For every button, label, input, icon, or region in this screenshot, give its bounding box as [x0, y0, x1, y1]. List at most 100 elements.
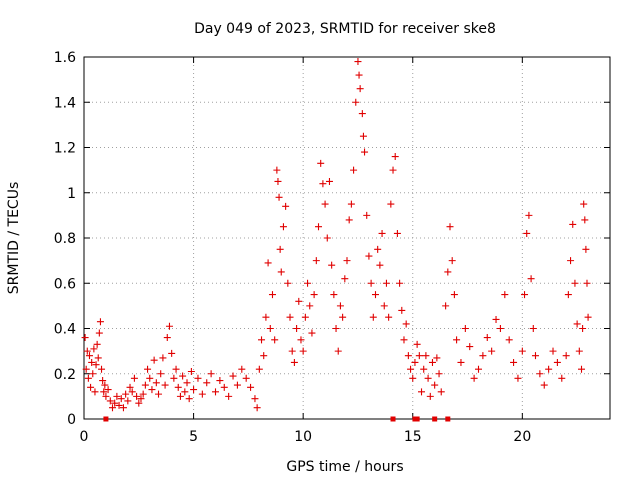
data-point [330, 291, 338, 299]
data-point [276, 245, 284, 253]
data-point [194, 374, 202, 382]
data-point [274, 177, 282, 185]
data-point [128, 388, 136, 396]
data-point [157, 370, 165, 378]
data-point [310, 291, 318, 299]
data-point [115, 401, 123, 409]
data-point [404, 352, 412, 360]
data-point [369, 313, 377, 321]
data-point [155, 390, 163, 398]
data-point [339, 313, 347, 321]
data-point [306, 302, 314, 310]
data-point [81, 334, 89, 342]
data-point [475, 365, 482, 373]
data-point [448, 257, 456, 265]
data-point [341, 275, 349, 283]
data-point [359, 132, 367, 140]
data-point [453, 336, 461, 344]
data-point [317, 159, 325, 167]
data-point [165, 322, 173, 330]
data-point [100, 388, 108, 396]
data-point [315, 223, 323, 231]
data-point [582, 245, 590, 253]
y-tick-label: 1.2 [54, 141, 76, 157]
data-point [496, 325, 504, 332]
y-tick-label: 1.6 [54, 50, 76, 66]
data-point [514, 374, 522, 382]
data-point [304, 279, 312, 287]
data-point [216, 377, 224, 385]
data-point [95, 329, 103, 337]
data-point [290, 358, 298, 366]
data-point [174, 383, 182, 391]
data-point [312, 257, 320, 265]
data-point [148, 386, 156, 394]
data-point [271, 336, 279, 344]
grid [84, 57, 610, 419]
data-point [133, 392, 141, 400]
data-point [527, 275, 535, 283]
data-point [207, 370, 215, 378]
data-point [479, 352, 487, 360]
data-point [428, 358, 436, 366]
data-point [433, 354, 441, 362]
data-point [387, 200, 395, 208]
data-point [575, 347, 583, 355]
data-point [104, 386, 112, 394]
data-point [286, 313, 294, 321]
data-point [523, 229, 531, 237]
data-point [365, 252, 373, 260]
x-tick-label: 15 [404, 429, 422, 445]
data-point [161, 381, 169, 389]
data-point [101, 381, 109, 389]
data-point [124, 397, 132, 405]
y-tick-label: 1 [67, 186, 76, 202]
data-point [363, 211, 371, 219]
data-point [385, 313, 393, 321]
data-point [549, 347, 557, 355]
data-point [135, 399, 143, 407]
data-point [168, 349, 176, 357]
data-point [323, 234, 331, 242]
data-point [102, 392, 110, 400]
data-point [88, 358, 96, 366]
data-point [247, 383, 255, 391]
data-point [579, 325, 587, 332]
data-point [437, 388, 445, 396]
data-point [350, 166, 358, 174]
data-point [564, 291, 572, 299]
data-point [361, 148, 369, 156]
data-point [297, 336, 305, 344]
zero-marker [390, 416, 396, 422]
data-point [562, 352, 570, 360]
data-point [96, 318, 104, 326]
data-point [413, 340, 421, 348]
data-point [354, 58, 362, 66]
data-point [418, 388, 426, 396]
data-point [380, 302, 388, 310]
data-point [262, 313, 270, 321]
data-point [356, 85, 364, 93]
chart-title: Day 049 of 2023, SRMTID for receiver ske… [194, 21, 496, 37]
data-point [94, 354, 102, 362]
y-tick-label: 0.8 [54, 231, 76, 247]
data-point [483, 334, 491, 342]
y-axis-label: SRMTID / TECUs [6, 182, 22, 295]
data-point [225, 392, 233, 400]
data-point [293, 325, 301, 332]
data-point [402, 320, 410, 328]
data-point [268, 291, 276, 299]
y-tick-label: 1.4 [54, 95, 76, 111]
data-point [98, 365, 106, 373]
data-point [212, 388, 219, 396]
x-tick-label: 0 [80, 429, 89, 445]
plot-frame [83, 56, 611, 420]
data-point [91, 388, 99, 396]
data-point [332, 325, 340, 332]
x-tick-label: 5 [189, 429, 198, 445]
data-point [411, 358, 419, 366]
data-point [163, 334, 171, 342]
marks [81, 58, 592, 422]
data-point [518, 347, 526, 355]
